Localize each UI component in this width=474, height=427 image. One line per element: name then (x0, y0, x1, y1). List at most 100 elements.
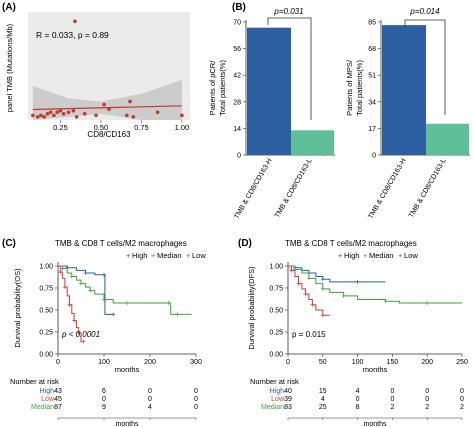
scatter-point (45, 112, 50, 116)
panel-a-x-label: CD8/CD163 (87, 130, 131, 139)
bar-left-cat-high: TMB & CD8/CD163-H (233, 158, 273, 221)
risk-count: 4 (148, 404, 152, 411)
y-tick-label: 68 (368, 46, 376, 53)
legend-high-label: High (132, 251, 147, 260)
risk-d-x-label: months (364, 421, 387, 427)
significance-bracket-left (267, 17, 312, 120)
risk-d-x-ticks (287, 418, 463, 420)
bar-chart-pcr: 0 14 28 42 56 70 p=0.031 Patients of pCR/ Tot… (208, 7, 335, 220)
x-tick-label: 150 (387, 359, 399, 366)
censor-mark (306, 276, 311, 281)
bar-right-y-ticks: 0 17 34 51 68 85 (368, 20, 381, 160)
bar-left-y-ticks: 0 14 28 42 56 70 (233, 20, 246, 160)
censor-mark (81, 339, 86, 344)
scatter-point (155, 110, 160, 115)
y-tick-label: 0.00 (269, 352, 283, 359)
risk-row-label: Median (261, 404, 284, 411)
risk-count: 0 (390, 396, 394, 403)
censor-mark (341, 293, 346, 298)
bar-right-y-label-2: Total patients(%) (355, 60, 364, 116)
risk-count: 0 (425, 388, 429, 395)
x-tick-label: 0 (286, 359, 290, 366)
scatter-point (180, 113, 184, 118)
x-tick-label: 1.00 (175, 123, 190, 132)
panel-c: (C) TMB & CD8 T cells/M2 macrophages + H… (2, 238, 206, 427)
risk-count: 0 (460, 396, 464, 403)
panel-c-title: TMB & CD8 T cells/M2 macrophages (55, 239, 187, 248)
x-tick-label: 0 (56, 359, 60, 366)
risk-count: 43 (54, 388, 62, 395)
risk-count: 0 (460, 388, 464, 395)
risk-c-title: Number at risk (10, 377, 59, 386)
y-tick-label: 1.00 (269, 264, 283, 271)
y-tick-label: 51 (368, 73, 376, 80)
censor-mark (310, 302, 315, 307)
scatter-point (35, 115, 40, 119)
scatter-point (102, 102, 106, 107)
bar-right-y-label-1: Patients of MPS/ (345, 59, 354, 116)
censor-mark (79, 281, 83, 286)
censor-mark (62, 285, 67, 290)
y-tick-label: 0.50 (269, 308, 283, 315)
scatter-point (73, 19, 77, 24)
censor-mark (355, 279, 360, 284)
km-c-y-ticks: 0.00 0.25 0.50 0.75 1.00 (39, 264, 58, 359)
x-tick-label: 200 (144, 359, 156, 366)
censor-mark (67, 302, 72, 307)
censor-mark (58, 270, 63, 275)
km-curve-high (288, 265, 386, 283)
risk-count: 39 (284, 396, 292, 403)
risk-count: 15 (319, 388, 327, 395)
scatter-point (82, 112, 87, 116)
bar-chart-mps: 0 17 34 51 68 85 p=0.014 Patients of MPS/ Tot… (345, 7, 470, 220)
risk-count: 0 (425, 396, 429, 403)
confidence-band (32, 79, 182, 120)
risk-count: 0 (194, 388, 198, 395)
scatter-point (39, 113, 43, 118)
scatter-point (48, 110, 53, 115)
x-tick-label: 0.25 (53, 123, 68, 132)
bar-mps-high (382, 25, 426, 156)
risk-count: 2 (425, 404, 429, 411)
censor-mark (83, 271, 88, 276)
legend-low-label: Low (404, 251, 418, 260)
scatter-point (66, 110, 71, 115)
panel-a-x-ticks: 0.25 0.50 0.75 1.00 (53, 120, 189, 132)
legend-high-marker: + (126, 251, 131, 260)
y-tick-label: 28 (233, 99, 241, 106)
panel-d-letter: (D) (238, 238, 252, 249)
x-tick-label: 300 (190, 359, 202, 366)
scatter-point (55, 110, 59, 115)
scatter-point (31, 113, 35, 118)
x-tick-label: 50 (319, 359, 327, 366)
km-d-y-label: Durvival probability(DFS) (247, 266, 256, 350)
legend-median-label: Median (369, 251, 394, 260)
scatter-point (94, 113, 98, 118)
legend-median-marker: + (151, 251, 156, 260)
bar-pcr-high (247, 27, 291, 156)
y-tick-label: 0.75 (269, 286, 283, 293)
risk-count: 83 (284, 404, 292, 411)
censor-mark (166, 300, 171, 305)
regression-line (32, 105, 182, 111)
x-tick-label: 0.50 (94, 123, 109, 132)
risk-count: 0 (148, 396, 152, 403)
km-d-pvalue: p = 0.015 (292, 330, 326, 339)
panel-c-letter: (C) (2, 238, 16, 249)
panel-d: (D) TMB & CD8 T cells/M2 macrophages + H… (238, 238, 468, 427)
km-curve-median (58, 265, 192, 315)
bar-right-cat-low: TMB & CD8/CD163-L (408, 157, 448, 219)
scatter-point (52, 113, 56, 118)
censor-mark (125, 300, 129, 305)
censor-mark (88, 288, 93, 293)
risk-count: 0 (390, 388, 394, 395)
risk-row-label: Low (41, 396, 55, 403)
p-value-right: p=0.014 (409, 7, 440, 16)
censor-mark (303, 292, 308, 297)
risk-row-label: High (270, 388, 285, 395)
censor-mark (72, 318, 77, 323)
km-d-x-label: months (363, 365, 388, 374)
censor-mark (69, 274, 74, 279)
legend-median-marker: + (363, 251, 368, 260)
panel-a-letter: (A) (2, 2, 16, 13)
